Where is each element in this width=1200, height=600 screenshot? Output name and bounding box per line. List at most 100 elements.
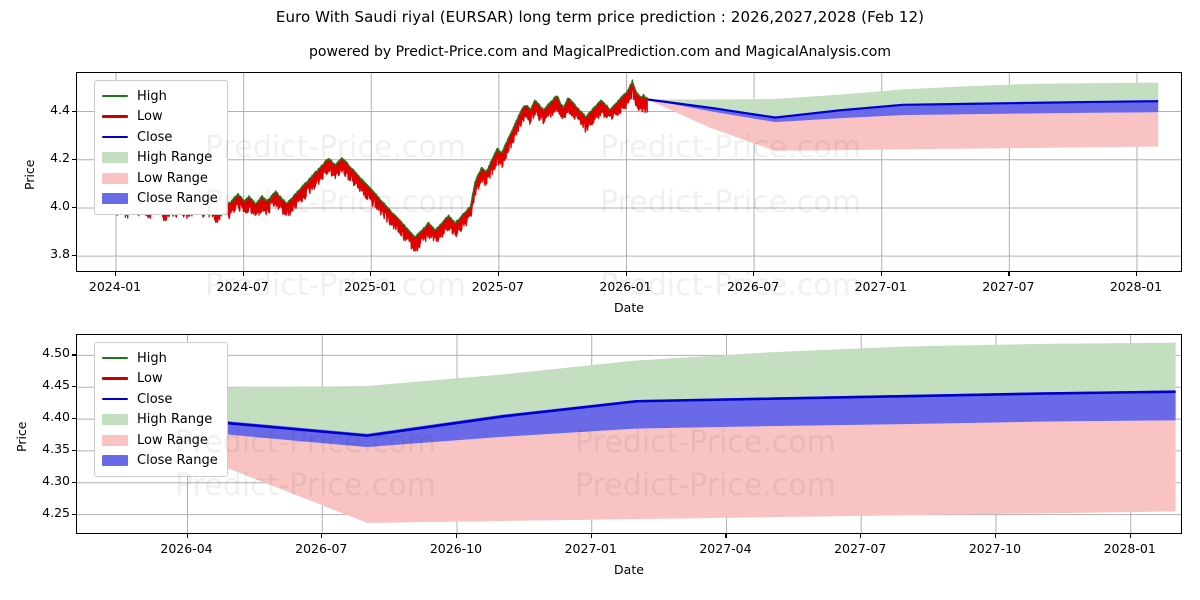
y-tick-label: 4.35 xyxy=(42,440,70,456)
legend-line-icon xyxy=(102,393,128,406)
x-tick-label: 2026-04 xyxy=(160,541,213,556)
y-tick-label: 4.50 xyxy=(42,345,70,361)
legend-item-close-range[interactable]: Close Range xyxy=(102,451,218,472)
forecast-plot-svg xyxy=(77,335,1181,533)
y-tick-mark xyxy=(72,206,76,209)
x-tick-mark xyxy=(321,534,323,538)
legend-item-label: Low Range xyxy=(137,170,208,186)
overview-x-axis-label: Date xyxy=(614,300,644,315)
x-tick-mark xyxy=(1008,272,1010,276)
y-tick-label: 4.45 xyxy=(42,377,70,393)
x-tick-mark xyxy=(370,272,372,276)
page-title: Euro With Saudi riyal (EURSAR) long term… xyxy=(275,8,925,26)
y-tick-mark xyxy=(72,481,76,483)
y-tick-mark xyxy=(72,110,76,112)
legend-item-low-range[interactable]: Low Range xyxy=(102,168,218,189)
x-tick-label: 2026-10 xyxy=(429,541,483,556)
x-tick-mark xyxy=(1135,272,1138,276)
y-tick-mark xyxy=(72,449,76,452)
legend-item-label: Close Range xyxy=(137,453,218,469)
x-tick-mark xyxy=(725,534,727,538)
legend-item-close[interactable]: Close xyxy=(102,389,218,410)
x-tick-label: 2025-01 xyxy=(344,279,397,294)
x-tick-mark xyxy=(497,272,500,276)
x-tick-label: 2027-07 xyxy=(834,541,887,556)
page-subtitle: powered by Predict-Price.com and Magical… xyxy=(309,44,891,60)
legend-item-label: High Range xyxy=(137,150,213,166)
x-tick-label: 2027-01 xyxy=(564,541,617,556)
legend-item-low-range[interactable]: Low Range xyxy=(102,430,218,451)
legend-item-label: Low Range xyxy=(137,432,208,448)
y-tick-label: 4.4 xyxy=(50,101,70,117)
legend-swatch-icon xyxy=(102,454,128,467)
x-tick-mark xyxy=(115,272,117,276)
y-tick-label: 4.2 xyxy=(50,149,70,165)
legend-swatch-icon xyxy=(102,172,128,185)
y-tick-mark xyxy=(72,386,76,388)
x-tick-label: 2026-07 xyxy=(726,279,780,294)
x-tick-label: 2024-07 xyxy=(216,279,269,294)
x-tick-label: 2026-01 xyxy=(599,279,652,294)
x-tick-mark xyxy=(590,534,592,538)
legend-item-label: High Range xyxy=(137,412,213,428)
x-tick-mark xyxy=(1129,534,1131,538)
x-tick-mark xyxy=(753,272,755,276)
x-tick-mark xyxy=(242,272,244,276)
legend-item-label: Low xyxy=(137,371,163,387)
x-tick-mark xyxy=(186,534,188,538)
legend-swatch-icon xyxy=(102,413,128,426)
legend-item-label: Low xyxy=(137,109,163,125)
forecast-plot-area xyxy=(76,334,1182,534)
x-tick-label: 2028-01 xyxy=(1109,279,1163,294)
x-tick-label: 2025-07 xyxy=(471,279,524,294)
legend-swatch-icon xyxy=(102,192,128,205)
x-tick-label: 2024-01 xyxy=(88,279,142,294)
x-tick-label: 2027-07 xyxy=(982,279,1035,294)
x-tick-label: 2026-07 xyxy=(295,541,348,556)
legend-item-label: High xyxy=(137,350,167,366)
x-tick-mark xyxy=(455,534,458,538)
x-tick-label: 2028-01 xyxy=(1103,541,1156,556)
legend-item-high[interactable]: High xyxy=(102,86,218,107)
legend-item-high-range[interactable]: High Range xyxy=(102,410,218,431)
y-tick-mark xyxy=(72,158,76,160)
legend-line-icon xyxy=(102,90,128,103)
legend-item-high[interactable]: High xyxy=(102,348,218,369)
y-tick-mark xyxy=(72,255,76,257)
x-tick-mark xyxy=(994,534,997,538)
legend-line-icon xyxy=(102,372,128,385)
legend-item-low[interactable]: Low xyxy=(102,369,218,390)
y-tick-label: 4.40 xyxy=(42,409,70,425)
legend-swatch-icon xyxy=(102,434,128,447)
y-tick-label: 4.0 xyxy=(50,197,70,213)
legend-line-icon xyxy=(102,352,128,365)
forecast-x-axis-label: Date xyxy=(614,562,644,577)
legend-item-low[interactable]: Low xyxy=(102,107,218,128)
x-tick-mark xyxy=(880,272,882,276)
legend-item-label: Close xyxy=(137,129,173,145)
y-tick-label: 3.8 xyxy=(50,246,70,262)
legend-item-close[interactable]: Close xyxy=(102,127,218,148)
y-tick-mark xyxy=(72,354,76,356)
overview-legend: High Low Close High Range Low Range Close Ran… xyxy=(94,80,228,215)
forecast-legend: High Low Close High Range Low Range Close Ran… xyxy=(94,342,228,477)
y-tick-label: 4.25 xyxy=(42,504,70,520)
legend-item-close-range[interactable]: Close Range xyxy=(102,189,218,210)
y-tick-mark xyxy=(72,418,76,420)
y-tick-mark xyxy=(72,513,76,515)
overview-plot-area xyxy=(76,72,1182,272)
x-tick-mark xyxy=(860,534,862,538)
x-tick-mark xyxy=(625,272,627,276)
x-tick-label: 2027-01 xyxy=(854,279,907,294)
legend-line-icon xyxy=(102,131,128,144)
y-tick-label: 4.30 xyxy=(42,472,70,488)
legend-line-icon xyxy=(102,110,128,123)
legend-item-label: Close Range xyxy=(137,191,218,207)
x-tick-label: 2027-04 xyxy=(699,541,752,556)
x-tick-label: 2027-10 xyxy=(968,541,1022,556)
legend-item-high-range[interactable]: High Range xyxy=(102,148,218,169)
legend-item-label: High xyxy=(137,88,167,104)
